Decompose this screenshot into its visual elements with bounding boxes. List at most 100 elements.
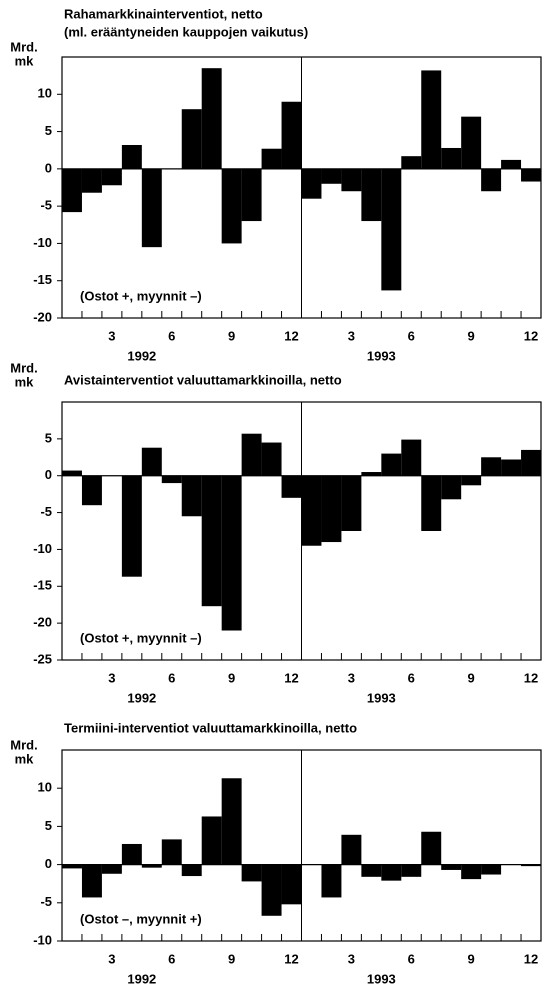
y-tick-label: 10 (38, 86, 52, 101)
bar (341, 475, 362, 531)
x-tick-label: 12 (284, 951, 298, 966)
bar (241, 168, 262, 222)
bar (261, 442, 282, 476)
bar (421, 70, 442, 169)
x-group-label: 1993 (367, 690, 396, 705)
y-tick-label: -20 (33, 309, 52, 324)
bar (101, 168, 122, 186)
x-tick-label: 3 (348, 951, 355, 966)
y-tick-label: 0 (45, 467, 52, 482)
x-group-label: 1993 (367, 971, 396, 986)
bar (221, 168, 242, 244)
bar (481, 457, 502, 476)
x-tick-label: 6 (408, 328, 415, 343)
bar (62, 864, 82, 869)
bar (461, 475, 482, 486)
bar (481, 864, 502, 875)
x-tick-label: 12 (524, 670, 538, 685)
bar (501, 159, 522, 169)
bar (321, 168, 342, 184)
bar (121, 843, 142, 865)
bar (161, 475, 182, 484)
bar (121, 144, 142, 169)
bar (221, 778, 242, 865)
bar (521, 168, 541, 182)
bar (521, 864, 541, 867)
y-tick-label: 5 (45, 430, 52, 445)
y-tick-label: -10 (33, 541, 52, 556)
y-axis-label: mk (15, 374, 35, 389)
x-tick-label: 12 (284, 670, 298, 685)
x-tick-label: 6 (168, 328, 175, 343)
bar (241, 864, 262, 882)
bar (381, 453, 402, 476)
chart-title: Rahamarkkinainterventiot, netto (64, 6, 263, 21)
y-tick-label: 10 (38, 780, 52, 795)
bar (281, 864, 302, 905)
x-tick-label: 9 (468, 951, 475, 966)
bar (401, 439, 422, 476)
y-tick-label: -25 (33, 651, 52, 666)
y-tick-label: -5 (40, 894, 52, 909)
bar (421, 831, 442, 865)
y-tick-label: -15 (33, 578, 52, 593)
x-tick-label: 3 (348, 670, 355, 685)
bar (161, 839, 182, 865)
y-tick-label: 5 (45, 123, 52, 138)
bar (62, 168, 82, 213)
y-tick-label: -5 (40, 198, 52, 213)
bar (441, 147, 462, 169)
x-tick-label: 12 (524, 328, 538, 343)
y-tick-label: 0 (45, 856, 52, 871)
y-tick-label: -5 (40, 504, 52, 519)
x-tick-label: 3 (348, 328, 355, 343)
bar (501, 459, 522, 476)
bar (281, 475, 302, 498)
bar (81, 168, 102, 193)
bar (321, 475, 342, 543)
bar (181, 109, 202, 169)
x-tick-label: 3 (108, 328, 115, 343)
bar (341, 834, 362, 865)
bar (201, 68, 222, 169)
bar (361, 168, 382, 222)
bar (301, 475, 322, 546)
x-tick-label: 6 (168, 670, 175, 685)
x-tick-label: 3 (108, 951, 115, 966)
bar (201, 816, 222, 865)
chart-title: Termiini-interventiot valuuttamarkkinoil… (64, 720, 357, 735)
x-tick-label: 6 (408, 670, 415, 685)
y-axis-label: Mrd. (10, 737, 37, 752)
y-axis-label: mk (15, 751, 35, 766)
bar (62, 470, 82, 476)
y-tick-label: 0 (45, 160, 52, 175)
bar (261, 148, 282, 169)
chart-title: Avistainterventiot valuuttamarkkinoilla,… (64, 372, 342, 387)
bar (481, 168, 502, 192)
x-group-label: 1993 (367, 348, 396, 363)
bar (361, 472, 382, 476)
bar (81, 864, 102, 898)
bar (81, 475, 102, 506)
annotation: (Ostot +, myynnit –) (80, 288, 202, 303)
y-axis-label: Mrd. (10, 360, 37, 375)
bar (401, 864, 422, 877)
bar (401, 156, 422, 169)
bar (281, 101, 302, 169)
bar (321, 864, 342, 898)
bar (421, 475, 442, 531)
chart-subtitle: (ml. erääntyneiden kauppojen vaikutus) (64, 24, 308, 39)
bar (201, 475, 222, 607)
bar (441, 475, 462, 500)
x-tick-label: 9 (468, 670, 475, 685)
bar (381, 864, 402, 881)
bar (141, 864, 162, 868)
bar (181, 864, 202, 877)
bar (461, 116, 482, 169)
bar (461, 864, 482, 880)
bar (381, 168, 402, 291)
x-tick-label: 9 (468, 328, 475, 343)
y-tick-label: -10 (33, 235, 52, 250)
bar (361, 864, 382, 877)
